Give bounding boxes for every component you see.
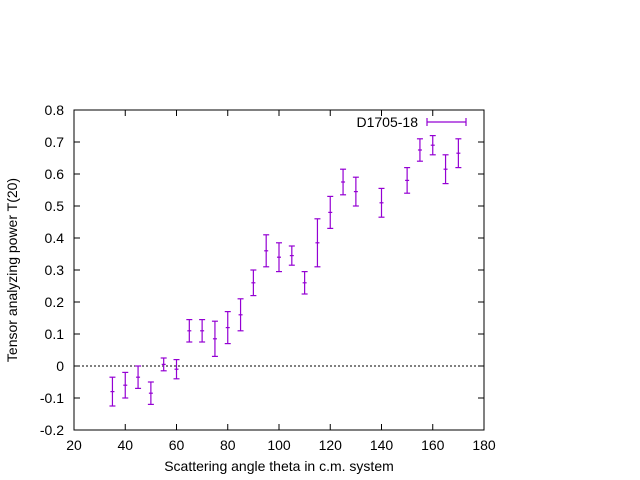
y-tick-label: 0.1: [45, 326, 65, 342]
y-tick-label: 0.5: [45, 198, 65, 214]
legend-sample: [426, 118, 467, 126]
x-axis-label: Scattering angle theta in c.m. system: [164, 458, 394, 474]
x-tick-label: 80: [220, 437, 236, 453]
data-point: [301, 271, 308, 295]
data-point: [314, 218, 321, 268]
data-point: [276, 242, 282, 273]
data-point: [122, 371, 129, 399]
y-tick-label: 0.6: [45, 166, 65, 182]
y-tick-label: 0.7: [45, 134, 65, 150]
data-point: [250, 269, 257, 297]
x-tick-label: 60: [169, 437, 185, 453]
data-point: [340, 168, 347, 196]
data-point: [186, 319, 193, 343]
data-point: [416, 138, 423, 162]
data-point: [135, 365, 142, 389]
y-tick-label: -0.1: [40, 390, 64, 406]
y-tick-label: -0.2: [40, 422, 64, 438]
legend: D1705-18: [357, 114, 467, 130]
plot-frame: [73, 109, 485, 431]
series-layer: [109, 135, 462, 407]
data-point: [327, 195, 334, 229]
data-point: [352, 176, 359, 207]
data-point: [288, 245, 295, 266]
y-tick-label: 0: [56, 358, 64, 374]
x-tick-label: 180: [472, 437, 496, 453]
data-point: [109, 376, 116, 407]
y-tick-label: 0.8: [45, 102, 65, 118]
data-point: [211, 320, 218, 357]
y-tick-label: 0.2: [45, 294, 65, 310]
data-point: [404, 167, 411, 194]
x-tick-label: 160: [421, 437, 445, 453]
data-point: [237, 298, 244, 332]
x-tick-label: 20: [66, 437, 82, 453]
data-point: [160, 357, 167, 372]
y-tick-label: 0.3: [45, 262, 65, 278]
data-point: [429, 135, 436, 156]
data-point: [442, 154, 449, 185]
legend-label-d1705-18: D1705-18: [357, 114, 419, 130]
data-point: [224, 311, 231, 345]
data-point: [173, 359, 180, 380]
data-point: [263, 234, 270, 268]
y-axis-label: Tensor analyzing power T(20): [4, 178, 20, 362]
x-tick-label: 140: [370, 437, 394, 453]
x-tick-label: 40: [117, 437, 133, 453]
data-point: [455, 138, 462, 169]
data-point: [147, 381, 154, 405]
ticks-layer: 20 40 60 80 100 120 140 160 180 -0.2 -0.1 0 0.1 0.2 0.…: [40, 102, 496, 453]
y-tick-label: 0.4: [45, 230, 65, 246]
x-tick-label: 100: [267, 437, 291, 453]
data-point: [378, 187, 385, 218]
data-point: [199, 319, 206, 343]
x-tick-label: 120: [319, 437, 343, 453]
